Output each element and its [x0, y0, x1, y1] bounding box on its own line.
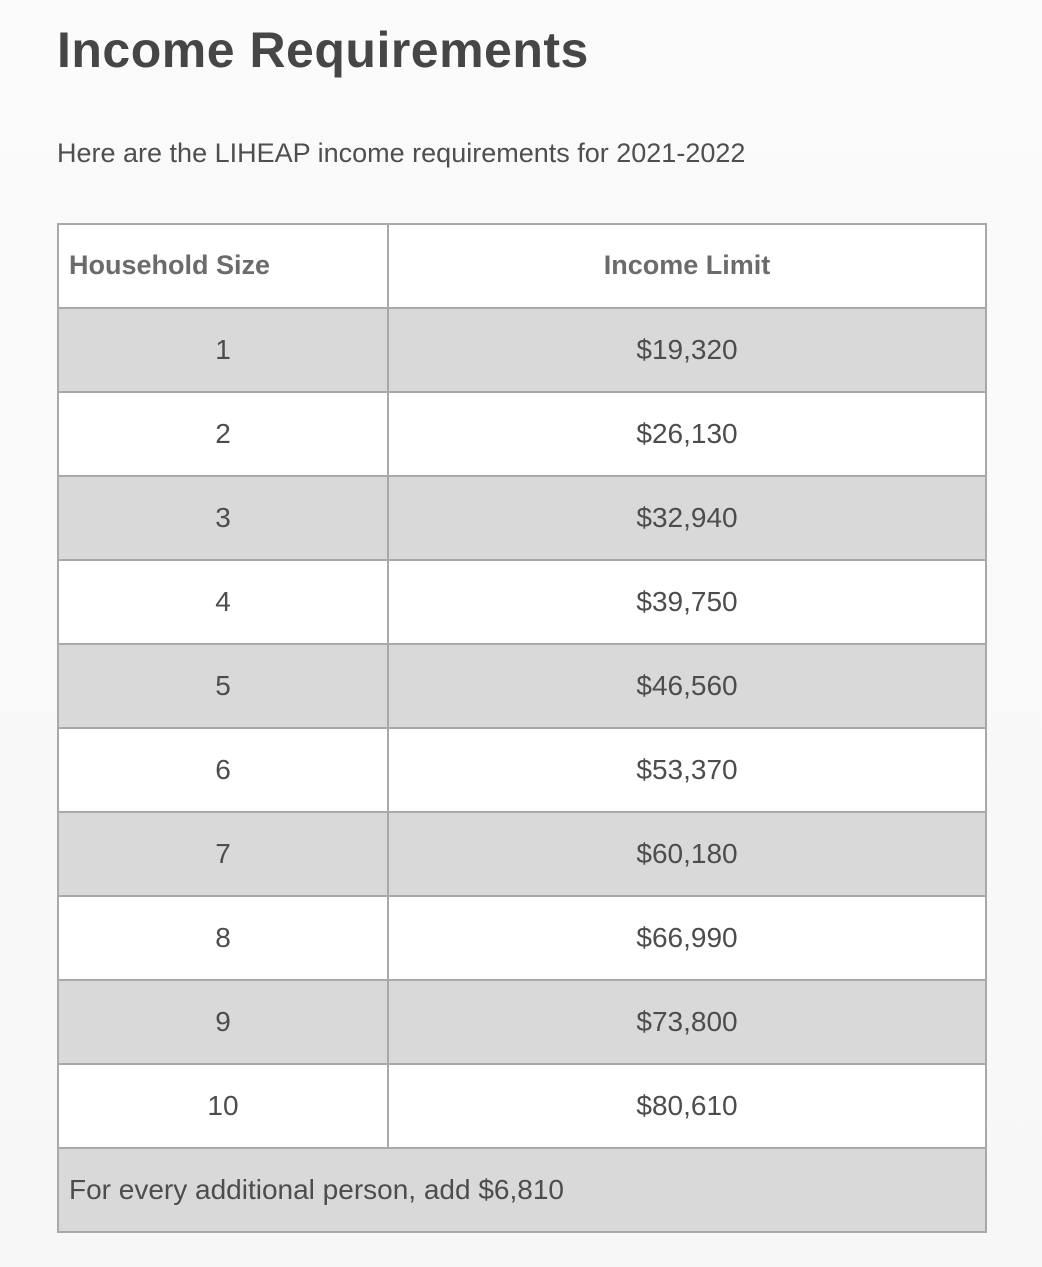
household-size-cell: 4 — [57, 558, 389, 645]
table-row: 3 $32,940 — [57, 474, 987, 561]
household-size-cell: 3 — [57, 474, 389, 561]
table-row: 9 $73,800 — [57, 978, 987, 1065]
income-limit-cell: $46,560 — [387, 642, 987, 729]
table-row: 2 $26,130 — [57, 390, 987, 477]
intro-text: Here are the LIHEAP income requirements … — [57, 137, 746, 168]
income-requirements-table: Household Size Income Limit 1 $19,320 2 … — [57, 222, 987, 1233]
page-title: Income Requirements — [57, 22, 589, 78]
household-size-cell: 10 — [57, 1062, 389, 1149]
table-row: 7 $60,180 — [57, 810, 987, 897]
table-row: 8 $66,990 — [57, 894, 987, 981]
table-row: 5 $46,560 — [57, 642, 987, 729]
income-limit-cell: $66,990 — [387, 894, 987, 981]
income-limit-cell: $73,800 — [387, 978, 987, 1065]
table-header-row: Household Size Income Limit — [57, 222, 987, 309]
household-size-cell: 2 — [57, 390, 389, 477]
table-row: 1 $19,320 — [57, 306, 987, 393]
table-footer-row: For every additional person, add $6,810 — [57, 1146, 987, 1233]
table-row: 4 $39,750 — [57, 558, 987, 645]
table-row: 6 $53,370 — [57, 726, 987, 813]
household-size-cell: 7 — [57, 810, 389, 897]
additional-person-note: For every additional person, add $6,810 — [57, 1146, 987, 1233]
income-limit-cell: $80,610 — [387, 1062, 987, 1149]
income-limit-cell: $19,320 — [387, 306, 987, 393]
income-limit-cell: $60,180 — [387, 810, 987, 897]
income-limit-cell: $39,750 — [387, 558, 987, 645]
income-limit-cell: $53,370 — [387, 726, 987, 813]
household-size-cell: 5 — [57, 642, 389, 729]
table-row: 10 $80,610 — [57, 1062, 987, 1149]
income-limit-cell: $32,940 — [387, 474, 987, 561]
household-size-cell: 8 — [57, 894, 389, 981]
column-header-income-limit: Income Limit — [387, 222, 987, 309]
household-size-cell: 9 — [57, 978, 389, 1065]
content-section: Income Requirements Here are the LIHEAP … — [57, 22, 987, 1233]
household-size-cell: 6 — [57, 726, 389, 813]
household-size-cell: 1 — [57, 306, 389, 393]
column-header-household-size: Household Size — [57, 222, 389, 309]
income-limit-cell: $26,130 — [387, 390, 987, 477]
